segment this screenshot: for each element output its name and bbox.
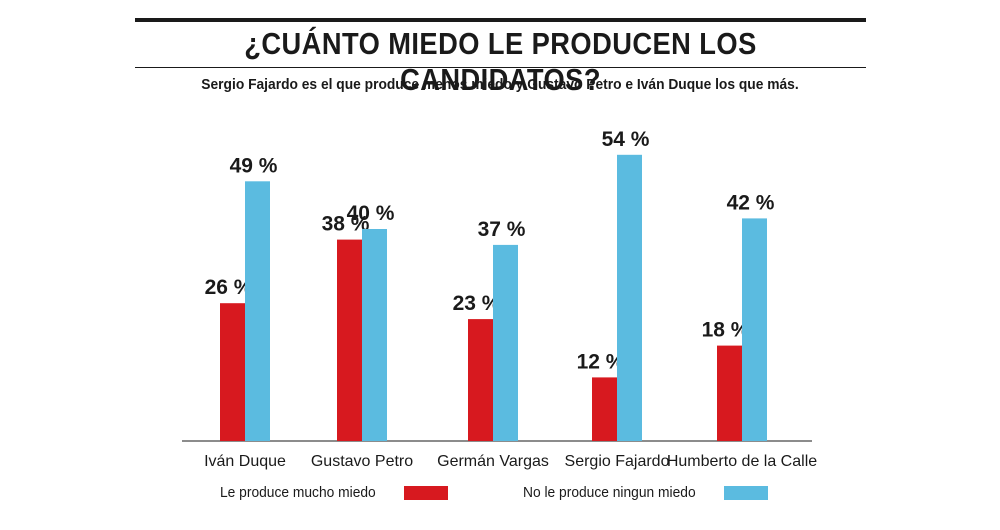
legend-swatch-ningun-miedo: [724, 486, 768, 500]
legend-swatch-mucho-miedo: [404, 486, 448, 500]
bar-mucho-miedo: [592, 377, 617, 441]
data-label: 12 %: [577, 350, 625, 373]
bar-ningun-miedo: [742, 218, 767, 441]
title-rule: [135, 67, 866, 68]
category-label: Sergio Fajardo: [565, 453, 670, 470]
bar-mucho-miedo: [468, 319, 493, 441]
data-label: 54 %: [602, 128, 650, 151]
legend-label-ningun-miedo: No le produce ningun miedo: [523, 484, 696, 501]
data-label: 18 %: [702, 319, 750, 342]
bar-mucho-miedo: [337, 239, 362, 441]
data-label: 23 %: [453, 292, 501, 315]
bar-ningun-miedo: [493, 244, 518, 441]
data-label: 26 %: [205, 276, 253, 299]
category-label: Humberto de la Calle: [667, 453, 817, 470]
data-label: 40 %: [347, 202, 395, 225]
bar-mucho-miedo: [717, 345, 742, 441]
bar-mucho-miedo: [220, 303, 245, 441]
bar-chart: 26 % 49 % Iván Duque 38 %40 % Gustavo Petro 2…: [182, 128, 817, 470]
chart-subtitle: Sergio Fajardo es el que produce menos m…: [201, 76, 799, 93]
data-label: 42 %: [727, 191, 775, 214]
data-label: 37 %: [478, 218, 526, 241]
top-rule: [135, 18, 866, 22]
category-label: Gustavo Petro: [311, 453, 413, 470]
data-label: 38 %: [322, 213, 370, 236]
data-label: 49 %: [230, 154, 278, 177]
legend: Le produce mucho miedo No le produce nin…: [0, 484, 1000, 504]
category-label: Germán Vargas: [437, 453, 549, 470]
bar-ningun-miedo: [245, 181, 270, 442]
bar-ningun-miedo: [362, 229, 387, 441]
legend-label-mucho-miedo: Le produce mucho miedo: [220, 484, 376, 501]
bar-ningun-miedo: [617, 154, 642, 442]
category-label: Iván Duque: [204, 453, 286, 470]
